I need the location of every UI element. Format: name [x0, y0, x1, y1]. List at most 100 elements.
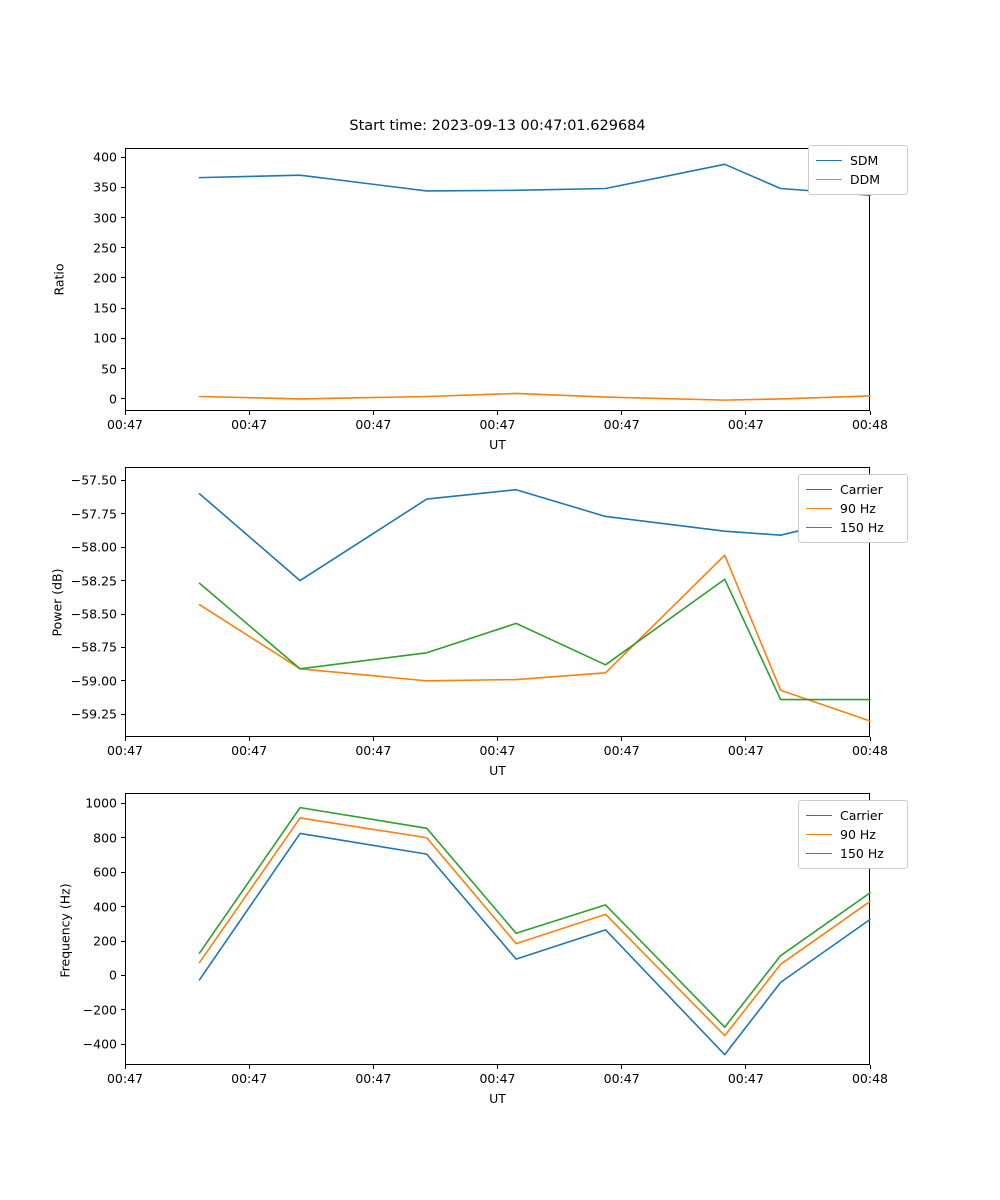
x-tick-label: 00:47	[355, 417, 392, 432]
x-tick-label: 00:47	[355, 743, 392, 758]
y-tick-label: 300	[93, 210, 117, 226]
x-tick-label: 00:47	[603, 417, 640, 432]
x-tick-mark	[497, 737, 498, 741]
x-tick-mark	[621, 1065, 623, 1069]
ratio-axes	[125, 148, 870, 411]
y-tick-label: 250	[93, 240, 117, 256]
y-tick-label: −58.25	[70, 573, 117, 589]
series-line-90-hz	[198, 554, 871, 722]
x-tick-mark	[869, 1065, 871, 1069]
y-tick-mark	[121, 277, 125, 279]
legend-label: 150 Hz	[840, 520, 884, 535]
y-tick-label: 0	[109, 967, 117, 983]
y-tick-label: 400	[93, 149, 117, 165]
y-tick-mark	[121, 247, 125, 249]
y-tick-label: −200	[82, 1002, 117, 1018]
x-tick-label: 00:48	[851, 743, 889, 758]
y-tick-label: 50	[101, 361, 117, 377]
x-tick-label: 00:48	[851, 1071, 889, 1086]
y-tick-label: 1000	[85, 795, 117, 811]
y-tick-mark	[121, 802, 125, 804]
y-tick-label: −59.25	[70, 706, 117, 722]
power-axes	[125, 467, 870, 737]
x-tick-mark	[497, 1065, 498, 1069]
y-tick-mark	[121, 580, 125, 582]
y-tick-mark	[121, 837, 125, 839]
x-tick-label: 00:47	[231, 1071, 268, 1086]
y-tick-mark	[121, 479, 125, 481]
legend-label: SDM	[850, 153, 879, 168]
series-line-90-hz	[198, 817, 871, 1037]
figure-title: Start time: 2023-09-13 00:47:01.629684	[349, 118, 646, 134]
y-tick-mark	[121, 307, 125, 309]
y-tick-label: 800	[93, 830, 117, 846]
series-line-ddm	[198, 392, 871, 401]
line-swatch-icon	[806, 834, 832, 835]
x-tick-mark	[372, 1065, 374, 1069]
x-tick-label: 00:47	[479, 417, 516, 432]
frequency-xlabel: UT	[489, 1091, 506, 1106]
x-tick-label: 00:47	[479, 743, 516, 758]
power-xlabel: UT	[489, 763, 506, 778]
x-tick-mark	[124, 737, 126, 741]
x-tick-label: 00:48	[851, 417, 889, 432]
x-tick-mark	[745, 1065, 747, 1069]
x-tick-label: 00:47	[106, 1071, 144, 1086]
y-tick-mark	[121, 217, 125, 219]
power-legend: Carrier 90 Hz 150 Hz	[798, 474, 908, 543]
legend-item-150hz: 150 Hz	[806, 518, 900, 537]
legend-item-90hz: 90 Hz	[806, 825, 900, 844]
y-tick-mark	[121, 398, 125, 400]
x-tick-mark	[869, 737, 871, 741]
y-tick-mark	[121, 186, 125, 188]
y-tick-label: 400	[93, 899, 117, 915]
y-tick-mark	[121, 337, 125, 339]
frequency-ylabel: Frequency (Hz)	[57, 883, 73, 978]
legend-item-carrier: Carrier	[806, 480, 900, 499]
y-tick-mark	[121, 974, 125, 976]
x-tick-label: 00:47	[727, 1071, 764, 1086]
x-tick-mark	[745, 737, 747, 741]
x-tick-mark	[621, 411, 623, 415]
x-tick-label: 00:47	[231, 743, 268, 758]
line-swatch-icon	[806, 853, 832, 854]
legend-label: Carrier	[840, 482, 883, 497]
y-tick-label: −58.75	[70, 639, 117, 655]
y-tick-mark	[121, 368, 125, 370]
y-tick-label: 200	[93, 270, 117, 286]
x-tick-mark	[372, 411, 374, 415]
legend-label: Carrier	[840, 808, 883, 823]
y-tick-mark	[121, 546, 125, 548]
y-tick-label: −57.75	[70, 506, 117, 522]
y-tick-label: −400	[82, 1036, 117, 1052]
x-tick-mark	[869, 411, 871, 415]
series-line-carrier	[198, 832, 871, 1056]
y-tick-mark	[121, 713, 125, 715]
x-tick-mark	[124, 411, 126, 415]
frequency-legend: Carrier 90 Hz 150 Hz	[798, 800, 908, 869]
y-tick-mark	[121, 680, 125, 682]
line-swatch-icon	[816, 179, 842, 180]
series-line-carrier	[198, 488, 871, 582]
frequency-axes	[125, 793, 870, 1065]
y-tick-label: 350	[93, 179, 117, 195]
y-tick-mark	[121, 613, 125, 615]
legend-item-90hz: 90 Hz	[806, 499, 900, 518]
legend-item-ddm: DDM	[816, 170, 900, 189]
ratio-xlabel: UT	[489, 437, 506, 452]
ratio-legend: SDM DDM	[808, 145, 908, 195]
x-tick-mark	[372, 737, 374, 741]
x-tick-mark	[248, 1065, 250, 1069]
y-tick-mark	[121, 646, 125, 648]
legend-item-150hz: 150 Hz	[806, 844, 900, 863]
legend-label: 90 Hz	[840, 501, 876, 516]
series-line-150-hz	[198, 806, 871, 1028]
x-tick-mark	[124, 1065, 126, 1069]
legend-item-carrier: Carrier	[806, 806, 900, 825]
x-tick-label: 00:47	[603, 743, 640, 758]
y-tick-mark	[121, 871, 125, 873]
